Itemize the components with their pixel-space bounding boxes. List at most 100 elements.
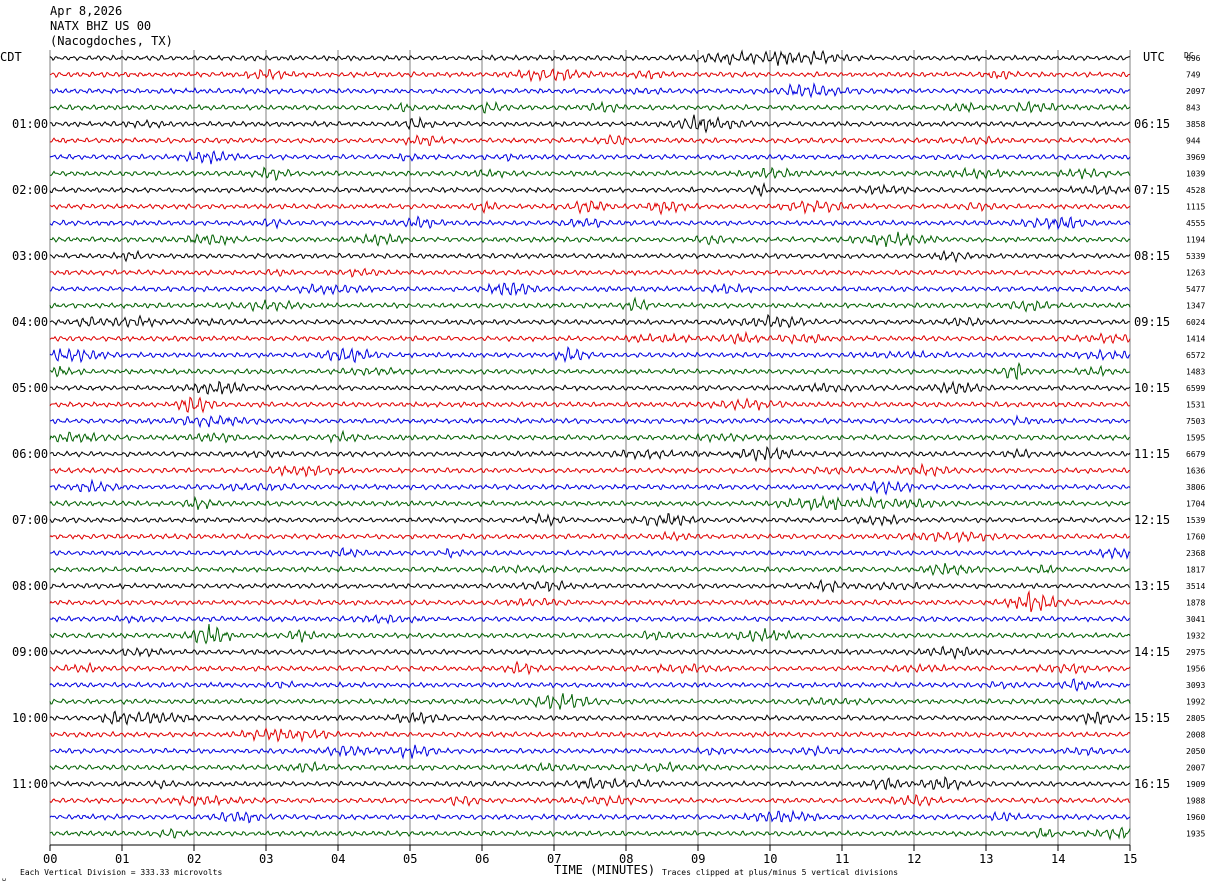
location-label: (Nacogdoches, TX)	[50, 34, 173, 48]
dc-offset-label: 1414	[1186, 335, 1205, 344]
x-tick-label: 05	[403, 852, 417, 866]
dc-offset-label: 1263	[1186, 269, 1205, 278]
dc-offset-label: 6679	[1186, 450, 1205, 459]
trace-row	[49, 313, 1131, 329]
clip-note: Traces clipped at plus/minus 5 vertical …	[662, 868, 898, 877]
trace-row	[49, 530, 1131, 544]
trace-row	[49, 710, 1131, 726]
trace-row	[49, 330, 1131, 345]
dc-offset-label: 1760	[1186, 533, 1205, 542]
dc-offset-label: 2008	[1186, 731, 1205, 740]
trace-row	[49, 414, 1131, 429]
trace-row	[49, 345, 1131, 364]
x-tick-label: 06	[475, 852, 489, 866]
date-label: Apr 8,2026	[50, 4, 123, 18]
trace-row	[49, 166, 1131, 182]
trace-row	[49, 547, 1131, 560]
dc-offset-label: 1039	[1186, 170, 1205, 179]
dc-offset-label: 1636	[1186, 467, 1205, 476]
dc-offset-label: 1539	[1186, 516, 1205, 525]
trace-row	[49, 760, 1131, 773]
trace-row	[49, 590, 1131, 613]
dc-offset-label: 843	[1186, 104, 1201, 113]
right-hour-label: 11:15	[1134, 447, 1170, 461]
trace-row	[49, 793, 1131, 807]
corner-mark: ␣	[2, 873, 6, 881]
trace-group	[49, 49, 1131, 841]
dc-offset-label: 1935	[1186, 830, 1205, 839]
dc-offset-label: 1595	[1186, 434, 1205, 443]
trace-row	[49, 380, 1131, 395]
trace-row	[49, 826, 1131, 841]
dc-offset-label: 6572	[1186, 351, 1205, 360]
left-hour-label: 09:00	[12, 645, 48, 659]
x-tick-label: 08	[619, 852, 633, 866]
dc-offset-label: 1988	[1186, 797, 1205, 806]
trace-row	[49, 396, 1131, 414]
dc-offset-label: 5477	[1186, 285, 1205, 294]
trace-row	[49, 446, 1131, 463]
x-tick-label: 09	[691, 852, 705, 866]
dc-header-label: DC	[1184, 51, 1194, 60]
trace-row	[49, 215, 1131, 231]
station-label: NATX BHZ US 00	[50, 19, 152, 33]
dc-offset-label: 3041	[1186, 615, 1205, 624]
x-tick-label: 11	[835, 852, 849, 866]
label-group: 00 01 02 03 04 05 06 07 08 09 10 11 12 13 14 15 696 749 20…	[12, 54, 1205, 866]
dc-offset-label: 3514	[1186, 582, 1205, 591]
dc-offset-label: 1878	[1186, 599, 1205, 608]
trace-row	[49, 645, 1131, 660]
right-hour-label: 06:15	[1134, 117, 1170, 131]
dc-offset-label: 7503	[1186, 417, 1205, 426]
trace-row	[49, 429, 1131, 444]
left-hour-label: 02:00	[12, 183, 48, 197]
dc-offset-label: 2050	[1186, 747, 1205, 756]
dc-offset-label: 696	[1186, 54, 1201, 63]
trace-row	[49, 678, 1131, 692]
trace-row	[49, 624, 1131, 645]
trace-row	[49, 199, 1131, 216]
dc-offset-label: 4528	[1186, 186, 1205, 195]
left-hour-label: 10:00	[12, 711, 48, 725]
dc-offset-label: 1194	[1186, 236, 1205, 245]
right-hour-label: 16:15	[1134, 777, 1170, 791]
dc-offset-label: 6599	[1186, 384, 1205, 393]
dc-offset-label: 1956	[1186, 665, 1205, 674]
trace-row	[49, 727, 1131, 743]
x-tick-label: 04	[331, 852, 345, 866]
left-hour-label: 01:00	[12, 117, 48, 131]
x-tick-label: 03	[259, 852, 273, 866]
trace-row	[49, 693, 1131, 710]
trace-row	[49, 100, 1131, 114]
x-tick-label: 02	[187, 852, 201, 866]
right-hour-label: 13:15	[1134, 579, 1170, 593]
dc-offset-label: 1817	[1186, 566, 1205, 575]
left-hour-label: 07:00	[12, 513, 48, 527]
left-hour-label: 05:00	[12, 381, 48, 395]
right-hour-label: 07:15	[1134, 183, 1170, 197]
dc-offset-label: 2805	[1186, 714, 1205, 723]
left-timezone-label: CDT	[0, 50, 22, 64]
dc-offset-label: 3969	[1186, 153, 1205, 162]
dc-offset-label: 1992	[1186, 698, 1205, 707]
trace-row	[49, 249, 1131, 264]
right-hour-label: 12:15	[1134, 513, 1170, 527]
dc-offset-label: 3806	[1186, 483, 1205, 492]
dc-offset-label: 1115	[1186, 203, 1205, 212]
dc-offset-label: 2368	[1186, 549, 1205, 558]
division-note: Each Vertical Division = 333.33 microvol…	[20, 868, 222, 877]
x-tick-label: 13	[979, 852, 993, 866]
x-axis-title: TIME (MINUTES)	[554, 863, 655, 877]
dc-offset-label: 1531	[1186, 401, 1205, 410]
x-tick-label: 07	[547, 852, 561, 866]
trace-row	[49, 361, 1131, 381]
dc-offset-label: 3093	[1186, 681, 1205, 690]
dc-offset-label: 1932	[1186, 632, 1205, 641]
right-hour-label: 15:15	[1134, 711, 1170, 725]
trace-row	[49, 744, 1131, 760]
dc-offset-label: 1483	[1186, 368, 1205, 377]
left-hour-label: 06:00	[12, 447, 48, 461]
left-hour-label: 03:00	[12, 249, 48, 263]
x-tick-label: 14	[1051, 852, 1065, 866]
trace-row	[49, 462, 1131, 478]
